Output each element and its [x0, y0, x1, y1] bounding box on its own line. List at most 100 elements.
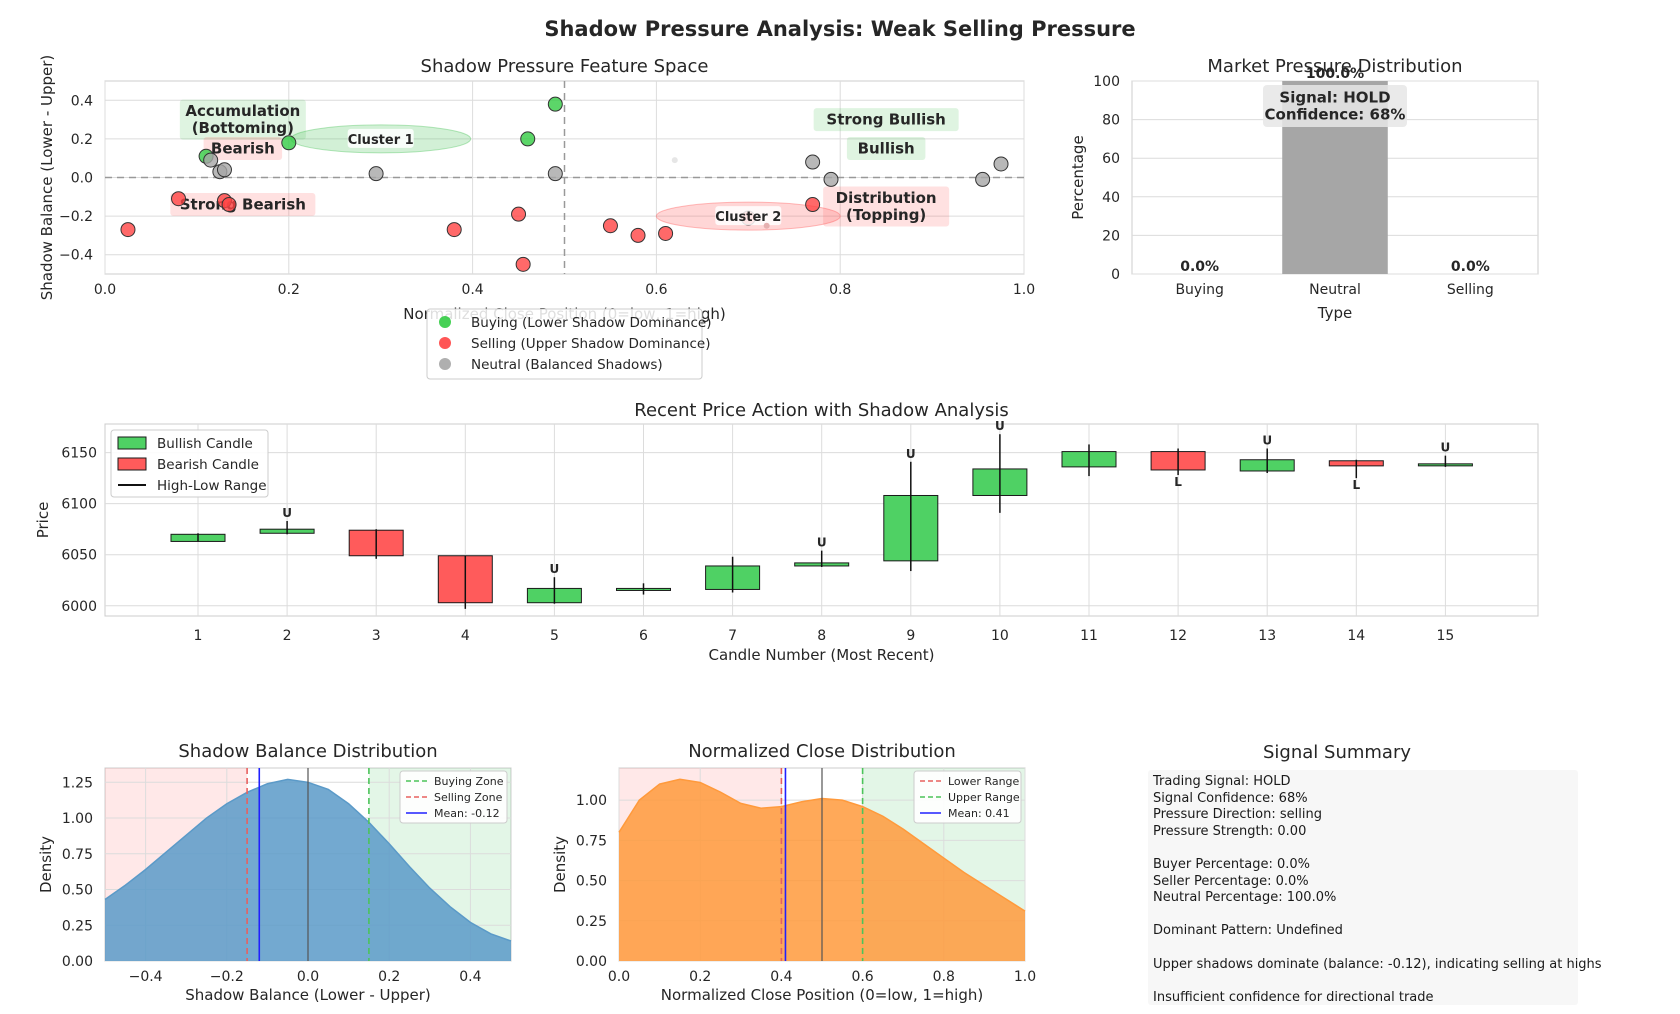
zone-label-box	[179, 99, 306, 140]
summary-line: Dominant Pattern: Undefined	[1153, 923, 1343, 939]
upper-shadow-marker: U	[282, 506, 292, 520]
legend-label: Mean: -0.12	[434, 807, 500, 820]
chart-title: Shadow Balance Distribution	[178, 741, 437, 762]
zone-label-box	[203, 137, 283, 161]
feature-space-chart: 0.0 0.2 0.4 0.6 0.8 1.0 −0.4 −0.2 0.0 0.2 0.4 Accum…	[38, 55, 1035, 380]
legend-swatch	[117, 457, 147, 471]
x-tick-label: 5	[550, 628, 559, 644]
cluster-label: Cluster 2	[715, 210, 781, 225]
chart-title: Market Pressure Distribution	[1207, 56, 1462, 77]
y-tick-label: 0.4	[71, 93, 93, 109]
scatter-point	[805, 154, 821, 170]
y-tick-label: 0.50	[576, 874, 607, 890]
y-tick-label: −0.4	[59, 248, 93, 264]
y-tick-label: 6000	[61, 599, 97, 615]
balance-kde-chart: −0.4 −0.2 0.0 0.2 0.4 0.00 0.25 0.50 0.75 1.00 1.2…	[37, 741, 512, 1004]
summary-line: Upper shadows dominate (balance: -0.12),…	[1153, 956, 1602, 972]
close-kde-chart: 0.0 0.2 0.4 0.6 0.8 1.0 0.00 0.25 0.50 0.75 1.00 No…	[551, 741, 1036, 1004]
y-tick-label: 60	[1102, 151, 1120, 167]
y-tick-label: 0	[1111, 267, 1120, 283]
x-tick-label: 0.0	[608, 969, 630, 985]
scatter-point	[171, 191, 187, 207]
x-tick-label: 0.2	[278, 282, 300, 298]
legend-label: Buying (Lower Shadow Dominance)	[471, 315, 711, 331]
bar-value-label: 0.0%	[1451, 259, 1490, 275]
scatter-point	[602, 218, 618, 234]
scatter-point	[630, 227, 646, 243]
scatter-point	[368, 166, 384, 182]
summary-line: Insufficient confidence for directional …	[1153, 989, 1434, 1005]
cluster-label: Cluster 1	[348, 133, 414, 148]
scatter-point	[993, 156, 1009, 172]
signal-annotation-box	[1263, 85, 1407, 127]
x-tick-label: 0.8	[829, 282, 851, 298]
chart-title: Recent Price Action with Shadow Analysis	[634, 400, 1008, 421]
legend-label: Upper Range	[948, 791, 1020, 804]
x-tick-label: 0.0	[297, 969, 319, 985]
scatter-point	[221, 197, 237, 213]
summary-line: Buyer Percentage: 0.0%	[1153, 857, 1310, 872]
x-tick-label: 0.4	[459, 969, 481, 985]
y-tick-label: 0.75	[576, 833, 607, 849]
y-tick-label: 20	[1102, 228, 1120, 244]
legend-label: Bullish Candle	[157, 436, 253, 452]
x-tick-label: −0.4	[129, 969, 163, 985]
y-tick-label: 100	[1093, 74, 1120, 90]
legend-label: Selling Zone	[434, 791, 503, 804]
y-tick-label: 1.25	[62, 775, 93, 791]
summary-line: Neutral Percentage: 100.0%	[1153, 890, 1337, 906]
legend-label: High-Low Range	[157, 478, 267, 494]
signal-summary-box	[1148, 770, 1578, 1005]
upper-shadow-marker: U	[906, 447, 916, 461]
y-tick-label: 6100	[61, 497, 97, 513]
x-tick-label: 0.6	[645, 282, 667, 298]
x-tick-label: Selling	[1447, 282, 1494, 298]
x-tick-label: 1.0	[1013, 282, 1035, 298]
y-axis-label: Shadow Balance (Lower - Upper)	[38, 55, 56, 301]
legend-label: Lower Range	[948, 775, 1020, 788]
legend-box	[913, 770, 1022, 824]
x-tick-label: 1.0	[1014, 969, 1036, 985]
zone-label: Accumulation (Bottoming)	[185, 102, 300, 137]
scatter-point	[446, 222, 462, 238]
x-tick-label: 0.0	[94, 282, 116, 298]
y-tick-label: 6150	[61, 446, 97, 462]
x-tick-label: 0.8	[933, 969, 955, 985]
pressure-distribution-chart: 0 20 40 60 80 100 Buying 0.0% Neutral 100.0% Selli…	[1069, 56, 1539, 322]
x-tick-label: 9	[906, 628, 915, 644]
scatter-point	[547, 166, 563, 182]
zone-label: Strong Bearish	[180, 196, 306, 214]
legend-label: Selling (Upper Shadow Dominance)	[471, 336, 710, 352]
price-action-chart: 6000 6050 6100 6150 1 U 2 3 4 U 5 6 7 U 8 U 9 U 10 11 L 12 U 13…	[34, 400, 1539, 664]
chart-title: Shadow Pressure Feature Space	[421, 56, 709, 77]
x-tick-label: 3	[372, 628, 381, 644]
summary-line: Pressure Strength: 0.00	[1153, 823, 1307, 839]
zone-label-box	[846, 137, 926, 161]
y-tick-label: 0.0	[71, 171, 93, 187]
legend-label: Buying Zone	[434, 775, 504, 788]
signal-annotation: Signal: HOLD Confidence: 68%	[1265, 89, 1406, 124]
y-tick-label: 1.00	[576, 793, 607, 809]
x-axis-label: Normalized Close Position (0=low, 1=high…	[661, 986, 983, 1004]
summary-title: Signal Summary	[1263, 742, 1411, 763]
x-tick-label: 14	[1347, 628, 1365, 644]
figure-title: Shadow Pressure Analysis: Weak Selling P…	[544, 17, 1135, 41]
y-tick-label: 40	[1102, 190, 1120, 206]
lower-shadow-marker: L	[1174, 475, 1182, 489]
y-tick-label: 80	[1102, 113, 1120, 129]
y-tick-label: 0.00	[62, 954, 93, 970]
x-axis-label: Shadow Balance (Lower - Upper)	[185, 986, 431, 1004]
scatter-point	[520, 131, 536, 147]
zone-label: Strong Bullish	[826, 111, 945, 129]
x-tick-label: 10	[991, 628, 1009, 644]
summary-line: Signal Confidence: 68%	[1153, 790, 1308, 806]
y-axis-label: Price	[34, 502, 52, 539]
x-axis-label: Candle Number (Most Recent)	[708, 646, 934, 664]
scatter-point	[547, 96, 563, 112]
bar-value-label: 0.0%	[1180, 259, 1219, 275]
x-tick-label: −0.2	[210, 969, 244, 985]
legend-swatch	[117, 436, 147, 450]
y-tick-label: 6050	[61, 548, 97, 564]
scatter-point	[511, 206, 527, 222]
